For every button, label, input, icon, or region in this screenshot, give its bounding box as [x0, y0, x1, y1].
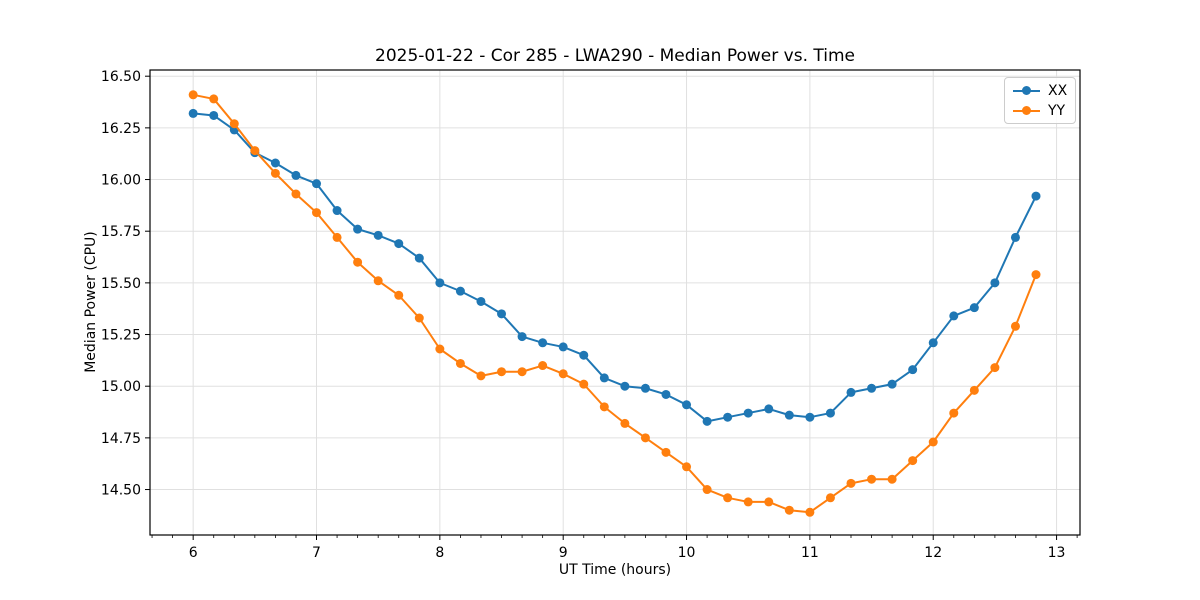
- tick-labels: 6 7 8 9 10 11 12 13 14.50 14.75 15.00 15.25 15.50 15.…: [101, 69, 1066, 561]
- plot-border: [149, 69, 1081, 536]
- svg-text:14.50: 14.50: [101, 483, 141, 499]
- axis-ticks: [145, 75, 1078, 540]
- y-axis-label: Median Power (CPU): [83, 231, 99, 373]
- svg-text:16.25: 16.25: [101, 121, 141, 137]
- legend-label-yy: YY: [1048, 102, 1066, 119]
- svg-text:15.00: 15.00: [101, 379, 141, 395]
- svg-text:10: 10: [678, 545, 696, 561]
- svg-text:7: 7: [312, 545, 321, 561]
- legend-item-xx: XX: [1013, 83, 1067, 98]
- svg-text:15.25: 15.25: [101, 328, 141, 344]
- svg-text:8: 8: [435, 545, 444, 561]
- legend-label-xx: XX: [1048, 82, 1068, 99]
- xx-line: [192, 112, 1038, 423]
- svg-text:15.50: 15.50: [101, 276, 141, 292]
- legend-sample-yy: [1013, 106, 1040, 115]
- svg-text:12: 12: [924, 545, 942, 561]
- svg-text:6: 6: [189, 545, 198, 561]
- svg-text:16.00: 16.00: [101, 173, 141, 189]
- legend-item-yy: YY: [1013, 103, 1067, 118]
- svg-text:16.50: 16.50: [101, 69, 141, 85]
- yy-series: [188, 90, 1041, 517]
- svg-text:11: 11: [801, 545, 819, 561]
- svg-text:9: 9: [559, 545, 568, 561]
- xx-marker-icon: [1022, 86, 1031, 95]
- yy-line: [192, 93, 1038, 514]
- svg-text:15.75: 15.75: [101, 224, 141, 240]
- yy-marker-icon: [1022, 106, 1031, 115]
- chart-title: 2025-01-22 - Cor 285 - LWA290 - Median P…: [375, 46, 855, 66]
- legend-sample-xx: [1013, 86, 1040, 95]
- svg-text:13: 13: [1048, 545, 1066, 561]
- x-axis-label: UT Time (hours): [558, 562, 672, 578]
- svg-text:14.75: 14.75: [101, 431, 141, 447]
- gridlines: [150, 70, 1080, 535]
- legend: XX YY: [1004, 77, 1077, 124]
